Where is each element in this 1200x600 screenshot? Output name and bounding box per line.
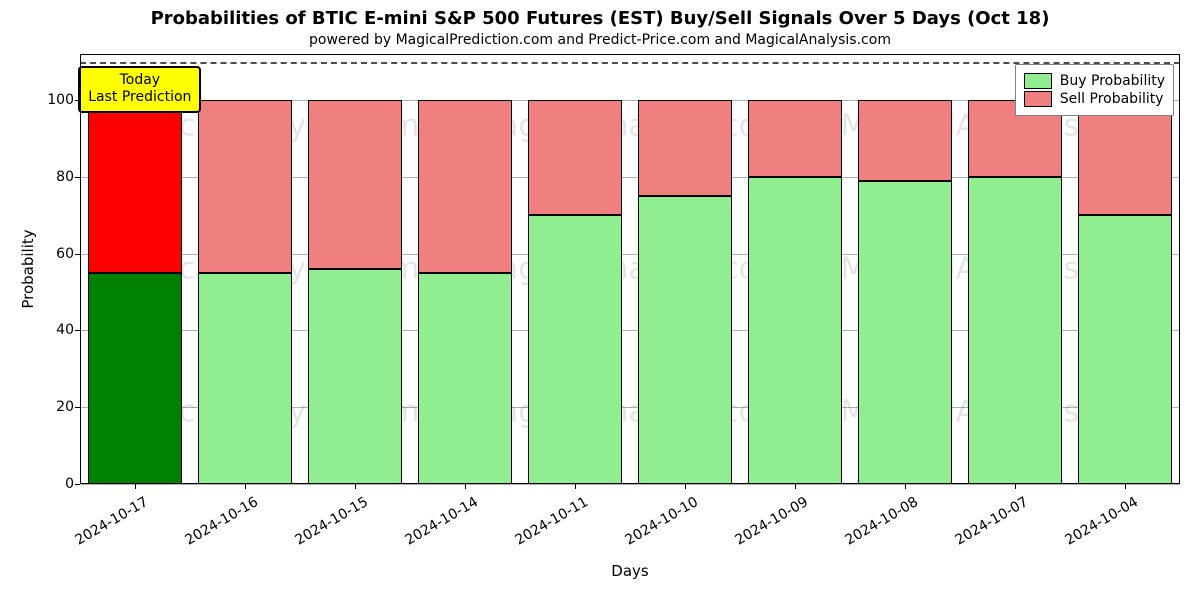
legend-label: Sell Probability (1060, 91, 1164, 107)
bar-sell (528, 100, 622, 215)
xtick-mark (905, 484, 906, 489)
xtick-mark (795, 484, 796, 489)
bar-buy (858, 181, 952, 484)
bar-buy (748, 177, 842, 484)
xtick-mark (465, 484, 466, 489)
bar-buy (528, 215, 622, 484)
xtick-label: 2024-10-07 (919, 494, 1031, 568)
ytick-mark (75, 484, 80, 485)
legend-swatch (1024, 73, 1052, 89)
ytick-mark (75, 254, 80, 255)
ytick-label: 40 (44, 322, 74, 338)
today-annotation-line1: Today (88, 72, 191, 90)
bar-sell (88, 100, 182, 273)
bar-buy (638, 196, 732, 484)
ytick-mark (75, 407, 80, 408)
legend: Buy Probability Sell Probability (1015, 64, 1174, 116)
chart-subtitle: powered by MagicalPrediction.com and Pre… (0, 32, 1200, 48)
xtick-label: 2024-10-14 (369, 494, 481, 568)
bar-buy (418, 273, 512, 484)
xtick-label: 2024-10-15 (259, 494, 371, 568)
figure: Probabilities of BTIC E-mini S&P 500 Fut… (0, 0, 1200, 600)
xtick-mark (575, 484, 576, 489)
plot-area: MagicalAnalysis.comMagicalAnalysis.comMa… (80, 54, 1180, 484)
legend-item: Sell Probability (1024, 91, 1165, 107)
legend-swatch (1024, 91, 1052, 107)
bar-sell (638, 100, 732, 196)
spine-top (80, 54, 1180, 55)
bar-buy (1078, 215, 1172, 484)
xtick-mark (1125, 484, 1126, 489)
xtick-mark (355, 484, 356, 489)
today-annotation-line2: Last Prediction (88, 89, 191, 107)
spine-left (80, 54, 81, 484)
bar-buy (198, 273, 292, 484)
bar-sell (198, 100, 292, 273)
xtick-mark (1015, 484, 1016, 489)
ytick-label: 20 (44, 399, 74, 415)
bar-buy (308, 269, 402, 484)
bar-sell (308, 100, 402, 269)
bar-sell (418, 100, 512, 273)
xtick-mark (135, 484, 136, 489)
bar-sell (858, 100, 952, 181)
ytick-label: 80 (44, 169, 74, 185)
xtick-mark (685, 484, 686, 489)
ytick-mark (75, 330, 80, 331)
bar-buy (968, 177, 1062, 484)
xtick-label: 2024-10-10 (589, 494, 701, 568)
ytick-label: 0 (44, 476, 74, 492)
xtick-label: 2024-10-17 (39, 494, 151, 568)
bar-buy (88, 273, 182, 484)
ytick-label: 60 (44, 246, 74, 262)
ytick-mark (75, 100, 80, 101)
xtick-label: 2024-10-16 (149, 494, 261, 568)
ytick-label: 100 (44, 92, 74, 108)
xtick-label: 2024-10-09 (699, 494, 811, 568)
xtick-label: 2024-10-08 (809, 494, 921, 568)
xtick-label: 2024-10-04 (1029, 494, 1141, 568)
xtick-label: 2024-10-11 (479, 494, 591, 568)
bar-sell (1078, 100, 1172, 215)
bar-sell (748, 100, 842, 177)
x-axis-label: Days (611, 562, 648, 580)
ytick-mark (75, 177, 80, 178)
legend-item: Buy Probability (1024, 73, 1165, 89)
spine-right (1179, 54, 1180, 484)
y-axis-label: Probability (19, 229, 37, 308)
legend-label: Buy Probability (1060, 73, 1165, 89)
xtick-mark (245, 484, 246, 489)
today-annotation: Today Last Prediction (78, 66, 201, 113)
chart-title: Probabilities of BTIC E-mini S&P 500 Fut… (0, 8, 1200, 29)
